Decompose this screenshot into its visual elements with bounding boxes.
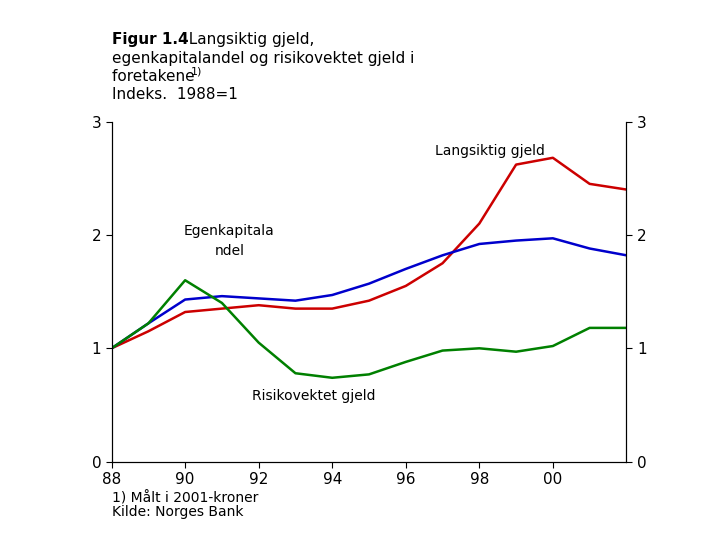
Text: foretakene: foretakene	[112, 69, 199, 84]
Text: 1) Målt i 2001-kroner: 1) Målt i 2001-kroner	[112, 491, 258, 506]
Text: Egenkapitala: Egenkapitala	[184, 224, 274, 238]
Text: Langsiktig gjeld: Langsiktig gjeld	[436, 144, 545, 158]
Text: Kilde: Norges Bank: Kilde: Norges Bank	[112, 505, 243, 519]
Text: egenkapitalandel og risikovektet gjeld i: egenkapitalandel og risikovektet gjeld i	[112, 51, 414, 66]
Text: ndel: ndel	[215, 244, 244, 258]
Text: Risikovektet gjeld: Risikovektet gjeld	[252, 389, 376, 403]
Text: 1): 1)	[191, 67, 202, 77]
Text: Figur 1.4: Figur 1.4	[112, 32, 188, 48]
Text: Indeks.  1988=1: Indeks. 1988=1	[112, 87, 238, 103]
Text: Langsiktig gjeld,: Langsiktig gjeld,	[179, 32, 314, 48]
